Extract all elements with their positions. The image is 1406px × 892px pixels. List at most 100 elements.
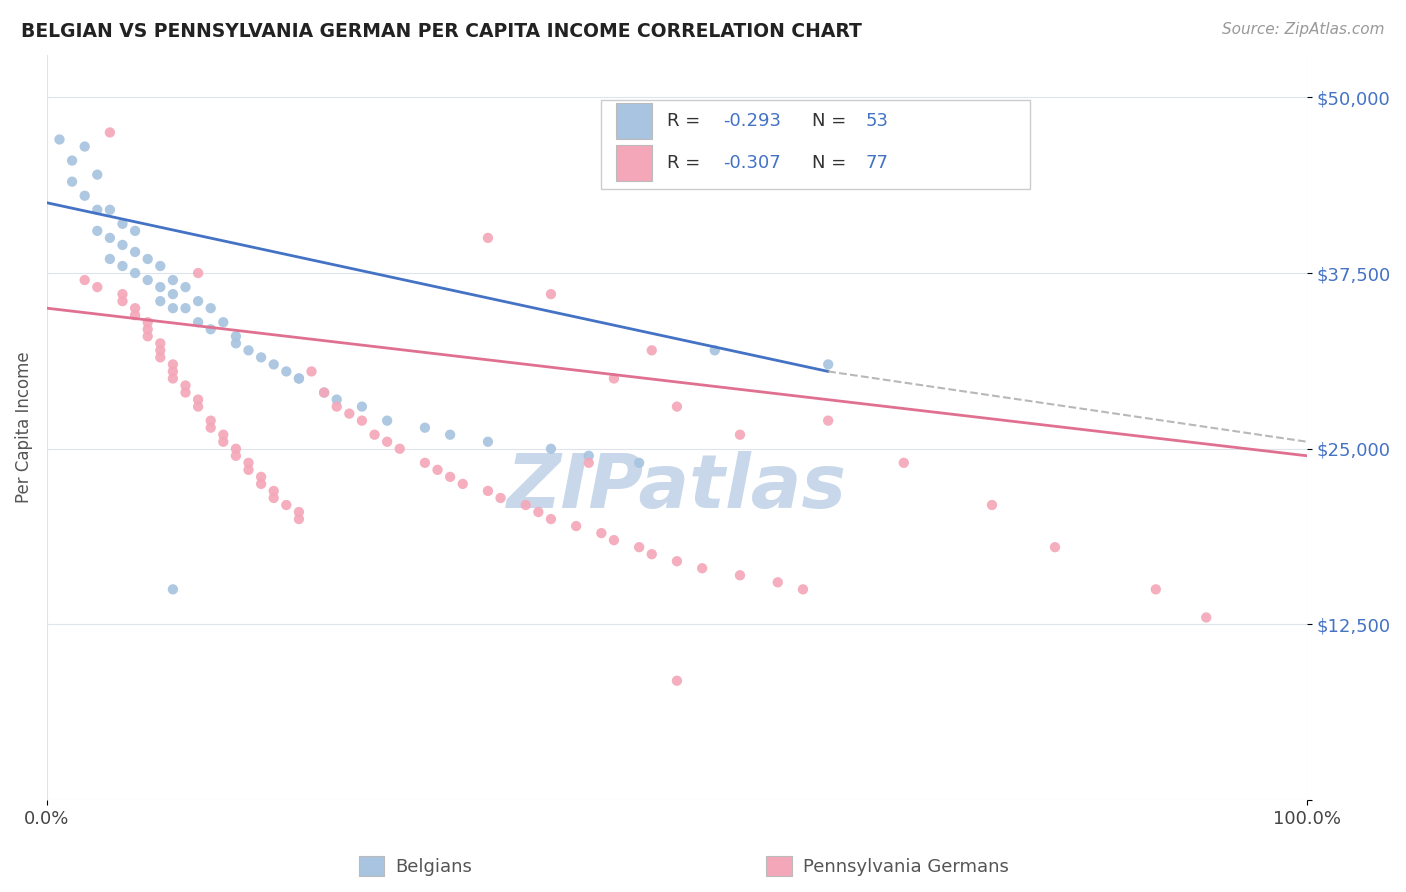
Point (212, 434, 235, 449)
Point (314, 385, 336, 400)
Point (111, 294, 134, 309)
Text: Pennsylvania Germans: Pennsylvania Germans (803, 858, 1008, 876)
Point (603, 533, 626, 548)
Point (174, 280, 197, 294)
Point (162, 301, 184, 315)
Point (136, 329, 159, 343)
Point (212, 315, 235, 329)
Point (174, 378, 197, 392)
Point (174, 301, 197, 315)
Point (439, 427, 461, 442)
Point (124, 301, 146, 315)
Point (665, 400, 688, 414)
Point (187, 400, 209, 414)
Point (288, 371, 311, 385)
Point (200, 322, 222, 336)
Point (238, 463, 260, 477)
Point (250, 351, 273, 365)
Text: -0.293: -0.293 (724, 112, 782, 129)
Point (86, 280, 108, 294)
Point (250, 477, 273, 491)
Point (413, 420, 436, 434)
Point (225, 442, 247, 456)
Point (225, 449, 247, 463)
Point (263, 483, 285, 498)
Point (149, 351, 172, 365)
Point (149, 259, 172, 273)
Point (363, 427, 385, 442)
Point (540, 287, 562, 301)
Point (124, 308, 146, 322)
Point (477, 434, 499, 449)
Point (451, 477, 474, 491)
Point (111, 259, 134, 273)
Point (276, 364, 298, 378)
Point (174, 385, 197, 400)
Point (149, 343, 172, 358)
Point (162, 371, 184, 385)
Point (565, 519, 588, 533)
Point (60, 175, 83, 189)
Point (375, 414, 398, 428)
Text: Source: ZipAtlas.com: Source: ZipAtlas.com (1222, 22, 1385, 37)
Point (325, 392, 347, 407)
Point (477, 231, 499, 245)
Point (98, 125, 121, 139)
Point (187, 315, 209, 329)
Point (1144, 582, 1167, 597)
Point (136, 322, 159, 336)
Point (540, 512, 562, 526)
Point (439, 470, 461, 484)
Point (136, 252, 159, 266)
Point (111, 287, 134, 301)
Point (162, 358, 184, 372)
Point (641, 547, 664, 561)
Point (86, 202, 108, 217)
Point (690, 561, 713, 575)
Text: ZIPatlas: ZIPatlas (508, 450, 846, 524)
Y-axis label: Per Capita Income: Per Capita Income (15, 351, 32, 503)
Point (515, 498, 537, 512)
Text: R =: R = (666, 154, 706, 172)
Point (1195, 610, 1218, 624)
Point (86, 224, 108, 238)
Point (288, 505, 311, 519)
Point (136, 315, 159, 329)
Point (111, 238, 134, 252)
Point (98, 231, 121, 245)
Point (350, 414, 373, 428)
Point (263, 491, 285, 505)
Point (337, 407, 360, 421)
Point (578, 456, 600, 470)
Bar (616, 145, 652, 181)
Point (728, 568, 751, 582)
Point (628, 540, 651, 554)
Point (124, 224, 146, 238)
Point (98, 202, 121, 217)
Point (527, 505, 550, 519)
Text: R =: R = (666, 112, 706, 129)
Point (124, 244, 146, 259)
Point (426, 463, 449, 477)
Point (325, 400, 347, 414)
Point (641, 343, 664, 358)
Point (413, 456, 436, 470)
FancyBboxPatch shape (602, 100, 1029, 189)
Point (665, 554, 688, 568)
Point (817, 358, 839, 372)
Point (238, 343, 260, 358)
Point (149, 336, 172, 351)
Point (73, 139, 96, 153)
Point (250, 470, 273, 484)
Text: Belgians: Belgians (395, 858, 472, 876)
Point (703, 343, 725, 358)
Point (73, 273, 96, 287)
Point (238, 456, 260, 470)
Point (187, 266, 209, 280)
Point (98, 252, 121, 266)
Text: N =: N = (811, 112, 852, 129)
Point (187, 294, 209, 309)
Point (628, 456, 651, 470)
Point (301, 364, 323, 378)
Point (276, 498, 298, 512)
